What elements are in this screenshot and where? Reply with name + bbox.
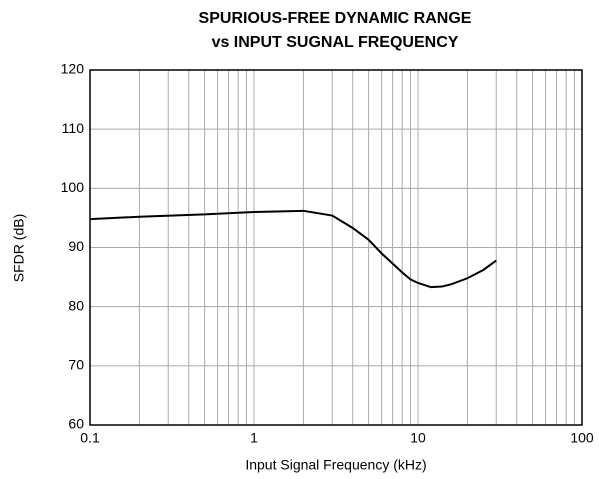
y-axis-label: SFDR (dB) [11,214,27,282]
y-tick-label: 60 [68,416,84,432]
x-tick-label: 10 [410,430,426,446]
x-axis-label: Input Signal Frequency (kHz) [245,457,426,473]
chart-title: SPURIOUS-FREE DYNAMIC RANGE [199,10,472,27]
y-tick-label: 120 [61,61,85,77]
y-tick-label: 70 [68,357,84,373]
data-line [89,209,497,289]
x-tick-label: 0.1 [80,430,100,446]
y-tick-label: 80 [68,297,84,313]
y-tick-label: 90 [68,238,84,254]
plot-frame [89,69,583,426]
x-tick-label: 100 [570,430,594,446]
x-tick-label: 1 [250,430,258,446]
chart-title: vs INPUT SUGNAL FREQUENCY [212,34,459,51]
y-tick-label: 100 [61,179,85,195]
y-tick-label: 110 [62,120,85,136]
